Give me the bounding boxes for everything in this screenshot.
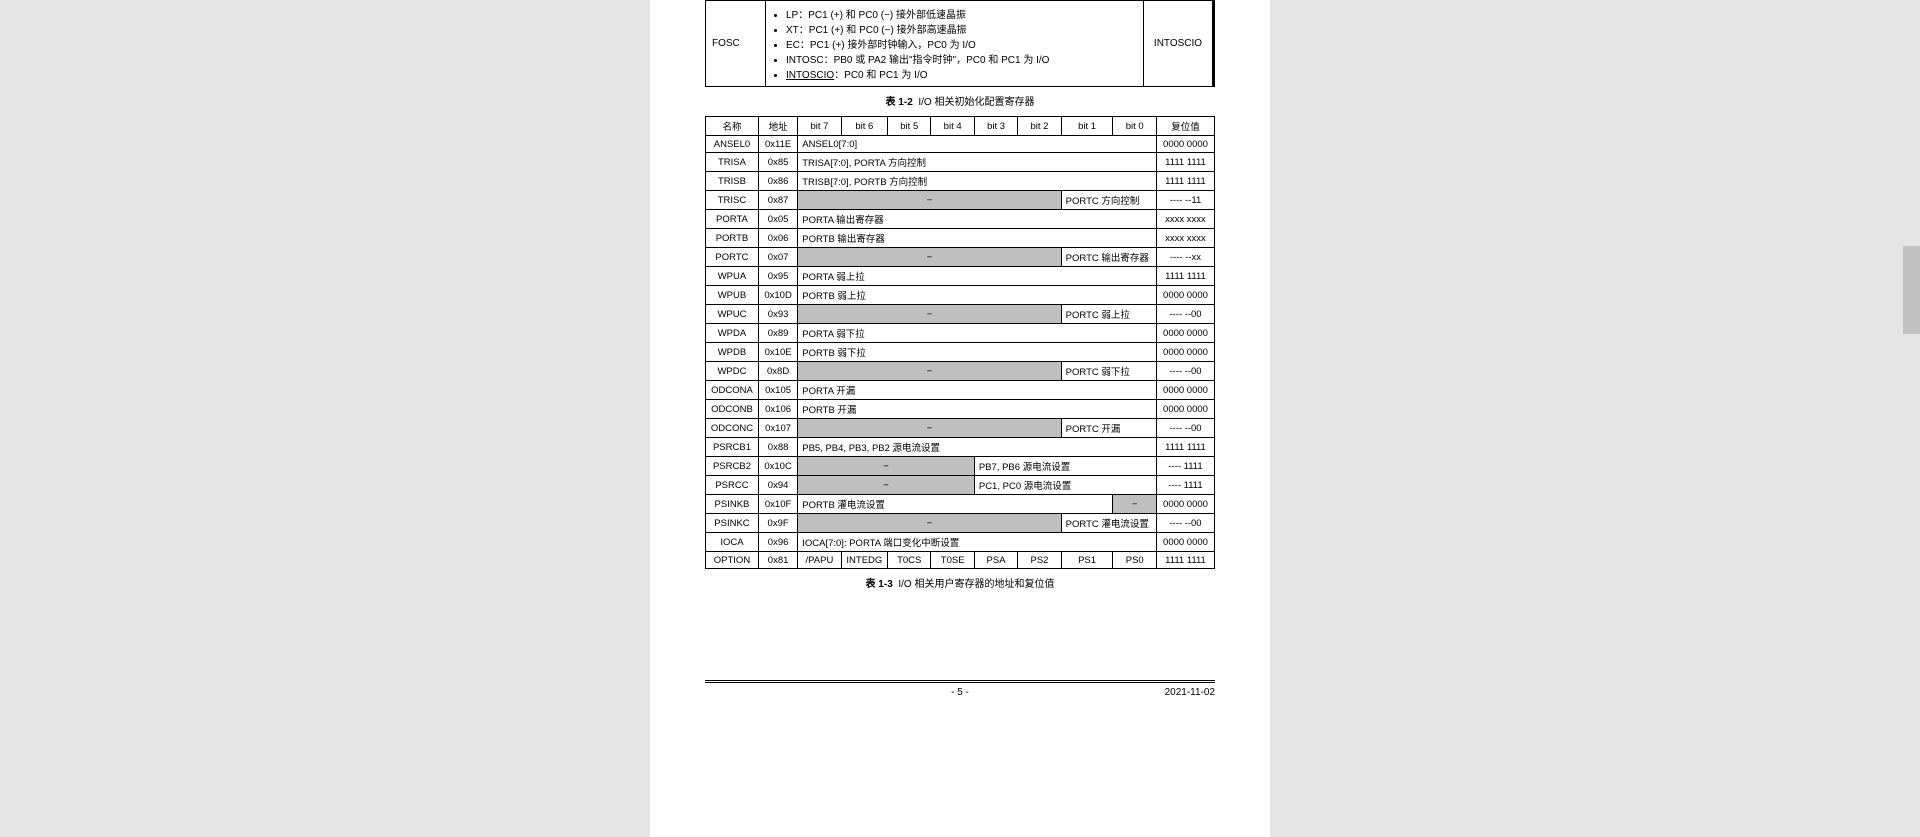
hdr-bit4: bit 4	[931, 117, 974, 136]
table-row: WPUA0x95PORTA 弱上拉1111 1111	[706, 267, 1215, 286]
hdr-bit1: bit 1	[1061, 117, 1113, 136]
fosc-label-cell: FOSC	[706, 1, 766, 87]
fosc-config-table: FOSC LP：PC1 (+) 和 PC0 (−) 接外部低速晶振 XT：PC1…	[705, 0, 1215, 87]
hdr-bit0: bit 0	[1113, 117, 1157, 136]
table-row: WPDC0x8D−PORTC 弱下拉---- --00	[706, 362, 1215, 381]
page-number: - 5 -	[951, 687, 969, 698]
page-footer: - 5 - 2021-11-02	[705, 680, 1215, 698]
hdr-reset: 复位值	[1157, 117, 1215, 136]
table-row: TRISC0x87−PORTC 方向控制---- --11	[706, 191, 1215, 210]
table-row: WPDA0x89PORTA 弱下拉0000 0000	[706, 324, 1215, 343]
table-row: TRISB0x86TRISB[7:0], PORTB 方向控制1111 1111	[706, 172, 1215, 191]
table-row: ODCONC0x107−PORTC 开漏---- --00	[706, 419, 1215, 438]
fosc-options-cell: LP：PC1 (+) 和 PC0 (−) 接外部低速晶振 XT：PC1 (+) …	[766, 1, 1144, 87]
hdr-bit5: bit 5	[888, 117, 931, 136]
fosc-item: EC：PC1 (+) 接外部时钟输入，PC0 为 I/O	[786, 36, 1137, 51]
register-header-row: 名称 地址 bit 7 bit 6 bit 5 bit 4 bit 3 bit …	[706, 117, 1215, 136]
table-row: IOCA0x96IOCA[7:0]: PORTA 端口变化中断设置0000 00…	[706, 533, 1215, 552]
hdr-bit7: bit 7	[798, 117, 841, 136]
table-row: OPTION 0x81 /PAPU INTEDG T0CS T0SE PSA P…	[706, 552, 1215, 569]
fosc-options-list: LP：PC1 (+) 和 PC0 (−) 接外部低速晶振 XT：PC1 (+) …	[786, 6, 1137, 81]
table-row: PSINKC0x9F−PORTC 灌电流设置---- --00	[706, 514, 1215, 533]
table-row: PORTA0x05PORTA 输出寄存器xxxx xxxx	[706, 210, 1215, 229]
table-row: PSRCC0x94−PC1, PC0 源电流设置---- 1111	[706, 476, 1215, 495]
fosc-item: XT：PC1 (+) 和 PC0 (−) 接外部高速晶振	[786, 21, 1137, 36]
hdr-addr: 地址	[758, 117, 797, 136]
io-register-table: 名称 地址 bit 7 bit 6 bit 5 bit 4 bit 3 bit …	[705, 116, 1215, 569]
fosc-reset-cell: INTOSCIO	[1144, 1, 1214, 87]
fosc-item: LP：PC1 (+) 和 PC0 (−) 接外部低速晶振	[786, 6, 1137, 21]
scrollbar[interactable]	[1903, 246, 1920, 334]
fosc-item: INTOSCIO：PC0 和 PC1 为 I/O	[786, 66, 1137, 81]
hdr-bit6: bit 6	[841, 117, 887, 136]
hdr-bit2: bit 2	[1018, 117, 1061, 136]
table-1-3-caption: 表 1-3 I/O 相关用户寄存器的地址和复位值	[705, 575, 1215, 590]
table-row: PORTB0x06PORTB 输出寄存器xxxx xxxx	[706, 229, 1215, 248]
table-row: PSRCB20x10C−PB7, PB6 源电流设置---- 1111	[706, 457, 1215, 476]
table-row: ODCONA0x105PORTA 开漏0000 0000	[706, 381, 1215, 400]
hdr-name: 名称	[706, 117, 759, 136]
table-row: PSINKB0x10FPORTB 灌电流设置−0000 0000	[706, 495, 1215, 514]
table-row: ODCONB0x106PORTB 开漏0000 0000	[706, 400, 1215, 419]
hdr-bit3: bit 3	[974, 117, 1017, 136]
table-row: TRISA0x85TRISA[7:0], PORTA 方向控制1111 1111	[706, 153, 1215, 172]
table-row: PORTC0x07−PORTC 输出寄存器---- --xx	[706, 248, 1215, 267]
fosc-item: INTOSC：PB0 或 PA2 输出"指令时钟"，PC0 和 PC1 为 I/…	[786, 51, 1137, 66]
table-row: WPDB0x10EPORTB 弱下拉0000 0000	[706, 343, 1215, 362]
table-row: WPUB0x10DPORTB 弱上拉0000 0000	[706, 286, 1215, 305]
table-1-2-caption: 表 1-2 I/O 相关初始化配置寄存器	[705, 93, 1215, 108]
document-page: FOSC LP：PC1 (+) 和 PC0 (−) 接外部低速晶振 XT：PC1…	[650, 0, 1270, 837]
table-row: PSRCB10x88PB5, PB4, PB3, PB2 源电流设置1111 1…	[706, 438, 1215, 457]
table-row: WPUC0x93−PORTC 弱上拉---- --00	[706, 305, 1215, 324]
table-row: ANSEL00x11EANSEL0[7:0]0000 0000	[706, 136, 1215, 153]
page-date: 2021-11-02	[1165, 687, 1215, 698]
